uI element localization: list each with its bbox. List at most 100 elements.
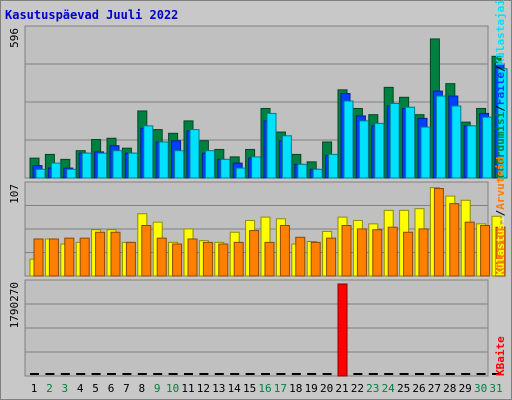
bar-arvuteid-day-4 — [79, 237, 90, 277]
chart-title: Kasutuspäevad Juuli 2022 — [5, 8, 179, 22]
bar-klastajaid-day-27 — [435, 95, 446, 179]
bar-kbytes-day-1 — [30, 373, 39, 375]
day-label-2: 2 — [46, 382, 53, 395]
bar-arvuteid-day-19 — [310, 241, 321, 277]
bar-klastajaid-day-2 — [50, 162, 61, 179]
day-label-5: 5 — [92, 382, 99, 395]
day-label-7: 7 — [123, 382, 130, 395]
bar-klastajaid-day-28 — [451, 105, 462, 179]
legend-item: Külastusi — [494, 216, 507, 276]
day-label-19: 19 — [305, 382, 318, 395]
bar-kbytes-day-5 — [91, 373, 101, 375]
bar-kbytes-day-20 — [322, 373, 332, 375]
bar-kbytes-day-13 — [214, 373, 224, 375]
legend-1: Pöördumisi/Faile/Külastajaid — [494, 0, 507, 178]
day-label-25: 25 — [397, 382, 410, 395]
scale-label-1: 596 — [8, 28, 21, 48]
bar-kbytes-day-24 — [384, 373, 394, 375]
bar-klastajaid-day-11 — [189, 129, 200, 179]
bar-kbytes-day-16 — [261, 373, 270, 375]
bar-klastajaid-day-4 — [81, 152, 92, 179]
bar-arvuteid-day-11 — [187, 238, 198, 277]
bar-klastajaid-day-21 — [343, 100, 354, 179]
day-label-24: 24 — [382, 382, 396, 395]
day-label-9: 9 — [154, 382, 161, 395]
bar-arvuteid-day-6 — [110, 231, 121, 277]
bar-arvuteid-day-10 — [172, 243, 183, 277]
bar-arvuteid-day-1 — [33, 238, 44, 277]
bar-arvuteid-day-22 — [356, 228, 367, 277]
bar-kbytes-day-8 — [137, 373, 147, 375]
bar-arvuteid-day-25 — [403, 231, 414, 277]
bar-arvuteid-day-13 — [218, 243, 229, 277]
bar-klastajaid-day-9 — [158, 141, 169, 179]
bar-klastajaid-day-30 — [482, 116, 493, 179]
bar-klastajaid-day-25 — [405, 106, 416, 179]
day-label-8: 8 — [138, 382, 145, 395]
day-label-3: 3 — [61, 382, 68, 395]
bar-kbytes-day-25 — [399, 373, 409, 375]
scale-label-3: 1790270 — [8, 282, 21, 328]
bar-kbytes-day-11 — [184, 373, 193, 375]
day-label-11: 11 — [181, 382, 194, 395]
legend-item: / — [494, 65, 507, 72]
bar-klastajaid-day-31 — [497, 68, 508, 179]
bar-kbaite-day-21 — [337, 283, 348, 377]
bar-kbytes-day-12 — [199, 373, 209, 375]
bar-arvuteid-day-3 — [64, 237, 75, 277]
day-label-31: 31 — [489, 382, 502, 395]
bar-klastajaid-day-10 — [174, 150, 185, 179]
bar-kbytes-day-26 — [415, 373, 424, 375]
bar-klastajaid-day-15 — [251, 156, 262, 179]
bar-klastajaid-day-26 — [420, 126, 431, 179]
bar-klastajaid-day-16 — [266, 112, 277, 179]
bar-kbytes-day-6 — [107, 373, 116, 375]
bar-kbytes-day-14 — [230, 373, 240, 375]
bar-klastajaid-day-12 — [204, 150, 215, 179]
bar-kbytes-day-10 — [168, 373, 178, 375]
bar-klastajaid-day-20 — [328, 153, 339, 179]
bar-kbytes-day-19 — [307, 373, 317, 375]
bar-arvuteid-day-9 — [156, 237, 167, 277]
legend-item: Arvuteid — [494, 157, 507, 210]
bar-klastajaid-day-23 — [374, 122, 385, 179]
day-label-18: 18 — [289, 382, 302, 395]
legend-item: Faile — [494, 72, 507, 105]
bar-klastajaid-day-24 — [389, 103, 400, 179]
bar-klastajaid-day-6 — [112, 150, 123, 179]
bar-arvuteid-day-5 — [95, 231, 106, 277]
bar-arvuteid-day-24 — [387, 226, 398, 277]
day-label-22: 22 — [351, 382, 364, 395]
legend-item: Pöördumisi — [494, 111, 507, 178]
bar-arvuteid-day-2 — [48, 238, 59, 277]
bar-arvuteid-day-17 — [279, 225, 290, 277]
day-label-26: 26 — [412, 382, 425, 395]
bar-klastajaid-day-29 — [466, 125, 477, 179]
legend-item: Külastajaid — [494, 0, 507, 65]
day-label-29: 29 — [459, 382, 472, 395]
bar-kbytes-day-15 — [245, 373, 255, 375]
legend-2: Külastusi/Arvuteid — [494, 157, 507, 276]
bar-arvuteid-day-14 — [233, 241, 244, 277]
bar-arvuteid-day-16 — [264, 241, 275, 277]
day-label-1: 1 — [31, 382, 38, 395]
day-label-16: 16 — [258, 382, 271, 395]
day-label-13: 13 — [212, 382, 225, 395]
legend-3: KBaite — [494, 336, 507, 376]
bar-kbytes-day-22 — [353, 373, 363, 375]
legend-item: KBaite — [494, 336, 507, 376]
bar-kbytes-day-29 — [461, 373, 471, 375]
bar-klastajaid-day-3 — [66, 168, 77, 179]
bar-kbytes-day-4 — [76, 373, 86, 375]
day-label-12: 12 — [197, 382, 210, 395]
bar-kbytes-day-30 — [476, 373, 486, 375]
scale-label-2: 107 — [8, 184, 21, 204]
day-label-27: 27 — [428, 382, 441, 395]
bar-klastajaid-day-1 — [35, 168, 46, 179]
day-label-15: 15 — [243, 382, 256, 395]
day-label-28: 28 — [443, 382, 456, 395]
bar-klastajaid-day-19 — [312, 168, 323, 179]
day-label-20: 20 — [320, 382, 333, 395]
bar-arvuteid-day-18 — [295, 236, 306, 277]
